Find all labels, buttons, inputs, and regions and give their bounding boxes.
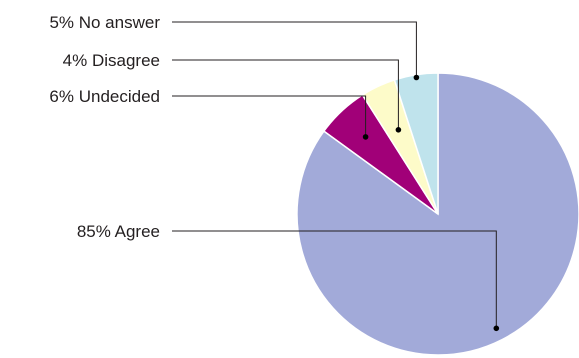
leader-dot-no-answer	[413, 74, 420, 81]
leader-line-undecided	[172, 95, 367, 137]
leader-line-agree	[172, 230, 497, 329]
leader-dot-disagree	[395, 127, 402, 133]
leader-dot-agree	[493, 325, 500, 332]
leader-line-disagree	[172, 59, 399, 130]
leaders-layer	[172, 21, 500, 332]
slice-label-agree: 85% Agree	[77, 222, 160, 241]
leader-dot-undecided	[362, 134, 369, 140]
slice-label-undecided: 6% Undecided	[49, 87, 160, 106]
labels-layer: 85% Agree 6% Undecided 4% Disagree 5% No…	[49, 13, 160, 241]
slice-label-disagree: 4% Disagree	[63, 51, 160, 70]
leader-line-no-answer	[172, 21, 417, 78]
slice-label-no-answer: 5% No answer	[49, 13, 160, 32]
slices-layer	[296, 72, 579, 356]
